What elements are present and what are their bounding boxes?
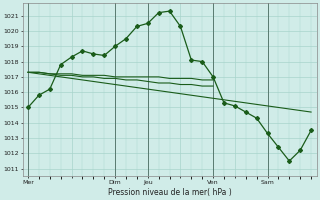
X-axis label: Pression niveau de la mer( hPa ): Pression niveau de la mer( hPa ) xyxy=(108,188,231,197)
